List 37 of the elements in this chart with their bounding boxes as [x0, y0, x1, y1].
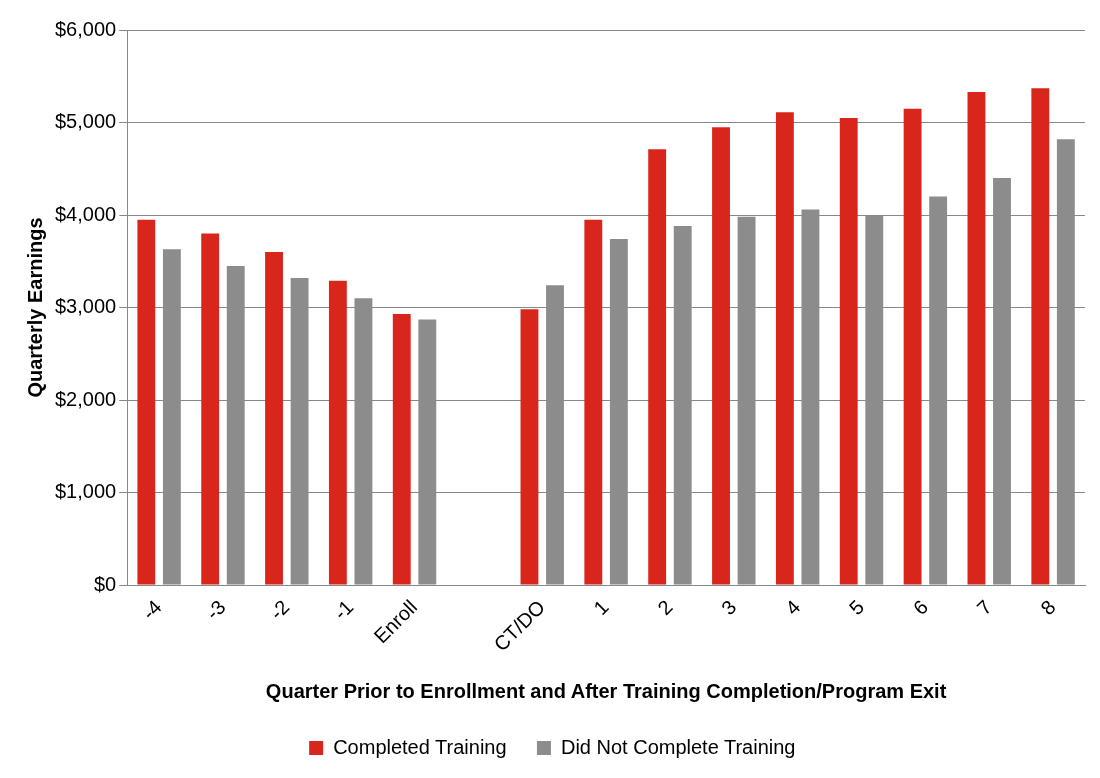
- y-tick-label: $6,000: [55, 17, 117, 40]
- y-tick-label: $1,000: [55, 480, 117, 503]
- x-tick-label: 4: [780, 595, 805, 620]
- legend-label: Did Not Complete Training: [560, 735, 796, 758]
- bar: [775, 112, 794, 585]
- y-tick-label: $0: [93, 572, 117, 595]
- bar: [712, 127, 730, 585]
- bar: [201, 233, 220, 585]
- x-tick-label: -1: [329, 595, 358, 624]
- x-tick-label: 1: [589, 595, 613, 620]
- x-tick-label: -4: [137, 595, 166, 624]
- y-tick-label: $4,000: [55, 202, 117, 225]
- y-tick-label: $3,000: [55, 295, 117, 318]
- y-tick-label: $2,000: [55, 387, 117, 410]
- bar: [265, 252, 283, 585]
- x-tick-label: -3: [201, 595, 230, 624]
- bar: [328, 280, 347, 585]
- bar: [967, 91, 986, 585]
- x-tick-label: 5: [844, 595, 869, 620]
- x-tick-label: 3: [717, 595, 741, 620]
- x-axis-title: Quarter Prior to Enrollment and After Training Completion/Program Exit: [265, 679, 947, 702]
- legend-label: Completed Training: [333, 735, 507, 758]
- bar: [392, 313, 411, 585]
- bar: [584, 219, 603, 585]
- bar: [648, 149, 667, 585]
- bar: [839, 117, 858, 585]
- y-tick-label: $5,000: [55, 110, 117, 133]
- x-tick-label: -2: [265, 595, 294, 624]
- bar: [137, 219, 156, 585]
- x-tick-label: 7: [972, 595, 996, 620]
- x-tick-label: 8: [1036, 595, 1060, 620]
- bar: [1031, 88, 1050, 585]
- y-axis-title: Quarterly Earnings: [23, 217, 46, 398]
- bar: [903, 108, 922, 585]
- bar: [520, 309, 539, 585]
- x-tick-label: 2: [653, 595, 677, 620]
- x-tick-label: 6: [908, 595, 933, 620]
